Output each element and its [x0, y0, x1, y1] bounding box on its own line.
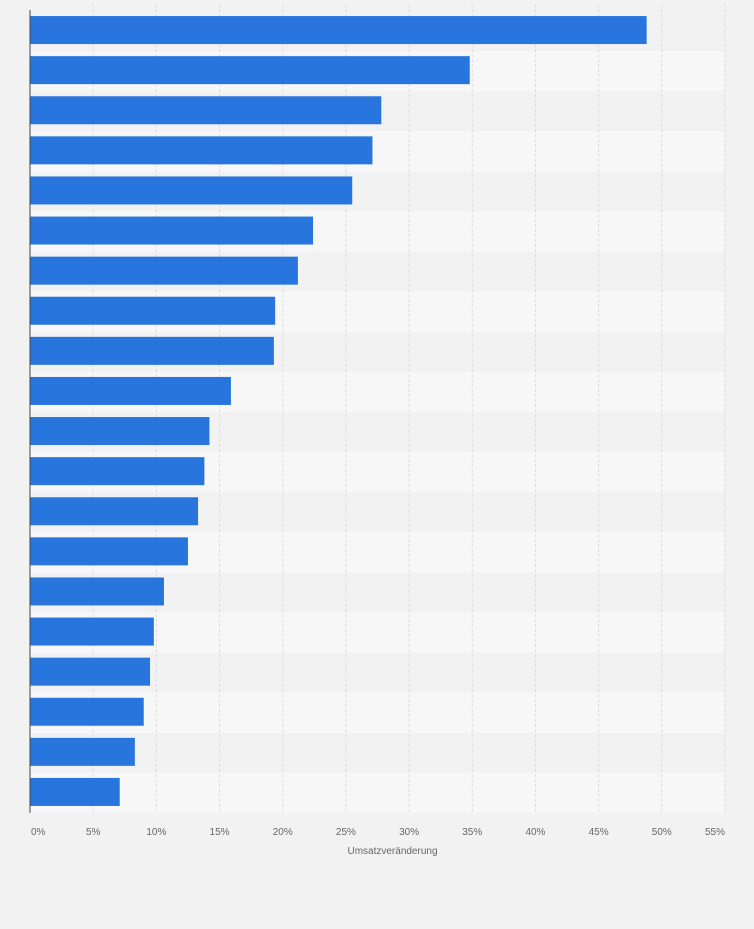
x-tick-label: 45%	[589, 827, 609, 838]
x-tick-label: 10%	[146, 827, 166, 838]
row-band	[30, 692, 725, 733]
bar[interactable]	[30, 457, 205, 486]
bar[interactable]	[30, 376, 231, 405]
bars	[30, 16, 647, 806]
x-tick-labels: 0% 5% 10% 15% 20% 25% 30% 35% 40% 45% 50% 55%	[31, 827, 725, 838]
x-tick-label: 35%	[462, 827, 482, 838]
x-tick-label: 55%	[705, 827, 725, 838]
bar[interactable]	[30, 577, 164, 606]
x-tick-label: 15%	[210, 827, 230, 838]
bar[interactable]	[30, 136, 373, 165]
bar[interactable]	[30, 56, 470, 85]
x-tick-label: 40%	[525, 827, 545, 838]
bar[interactable]	[30, 176, 353, 205]
x-tick-label: 50%	[652, 827, 672, 838]
x-tick-label: 25%	[336, 827, 356, 838]
x-tick-label: 20%	[273, 827, 293, 838]
row-band	[30, 732, 725, 773]
bar[interactable]	[30, 537, 188, 566]
bar[interactable]	[30, 16, 647, 45]
x-tick-label: 5%	[86, 827, 101, 838]
bar[interactable]	[30, 336, 274, 365]
x-tick-label: 30%	[399, 827, 419, 838]
row-band	[30, 772, 725, 813]
bar[interactable]	[30, 657, 151, 686]
bar[interactable]	[30, 216, 314, 245]
bar[interactable]	[30, 96, 382, 125]
row-bands	[30, 11, 725, 813]
bar[interactable]	[30, 617, 154, 646]
bar[interactable]	[30, 256, 298, 285]
bar[interactable]	[30, 737, 135, 766]
x-axis-title: Umsatzveränderung	[347, 846, 437, 857]
x-tick-label: 0%	[31, 827, 46, 838]
bar[interactable]	[30, 497, 199, 526]
bar[interactable]	[30, 777, 120, 806]
bar[interactable]	[30, 697, 144, 726]
bar[interactable]	[30, 417, 210, 446]
bar[interactable]	[30, 296, 276, 325]
